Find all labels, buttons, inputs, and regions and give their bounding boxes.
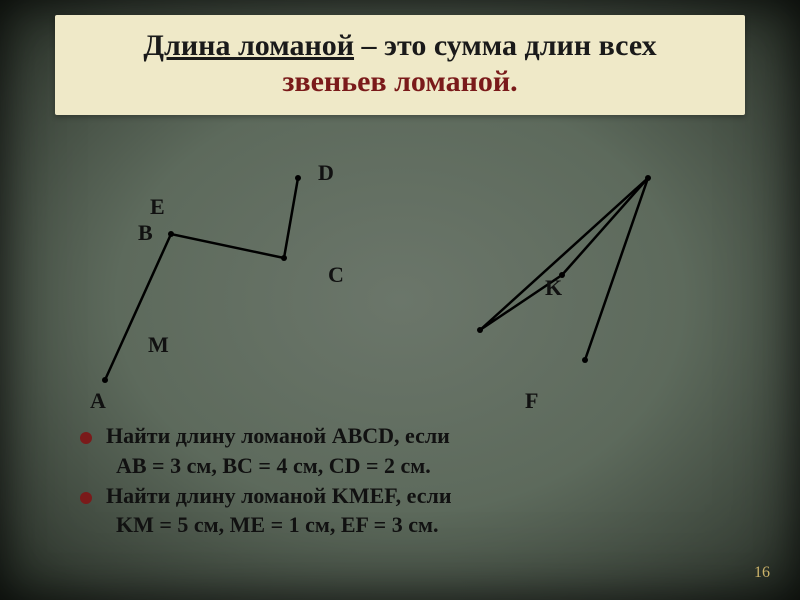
task-2-line2: KM = 5 см, ME = 1 см, EF = 3 см. bbox=[80, 510, 740, 540]
bullet-icon bbox=[80, 432, 92, 444]
bullet-icon bbox=[80, 492, 92, 504]
vertex-label-E: E bbox=[150, 194, 165, 220]
vertex-label-A: A bbox=[90, 388, 106, 414]
vertex-label-M: M bbox=[148, 332, 169, 358]
polyline-kmef bbox=[477, 175, 651, 363]
task-1-line1: Найти длину ломаной ABCD, если bbox=[80, 421, 740, 451]
page-number: 16 bbox=[754, 564, 770, 582]
task-1-line2: AB = 3 см, BC = 4 см, CD = 2 см. bbox=[80, 451, 740, 481]
vertex-label-D: D bbox=[318, 160, 334, 186]
vertex-label-F: F bbox=[525, 388, 538, 414]
polyline-abcd bbox=[102, 175, 301, 383]
vertex-label-B: B bbox=[138, 220, 153, 246]
vertex-label-K: K bbox=[545, 275, 562, 301]
vertex-label-C: C bbox=[328, 262, 344, 288]
task-2-line1: Найти длину ломаной KMEF, если bbox=[80, 481, 740, 511]
task-list: Найти длину ломаной ABCD, если AB = 3 см… bbox=[80, 421, 740, 540]
